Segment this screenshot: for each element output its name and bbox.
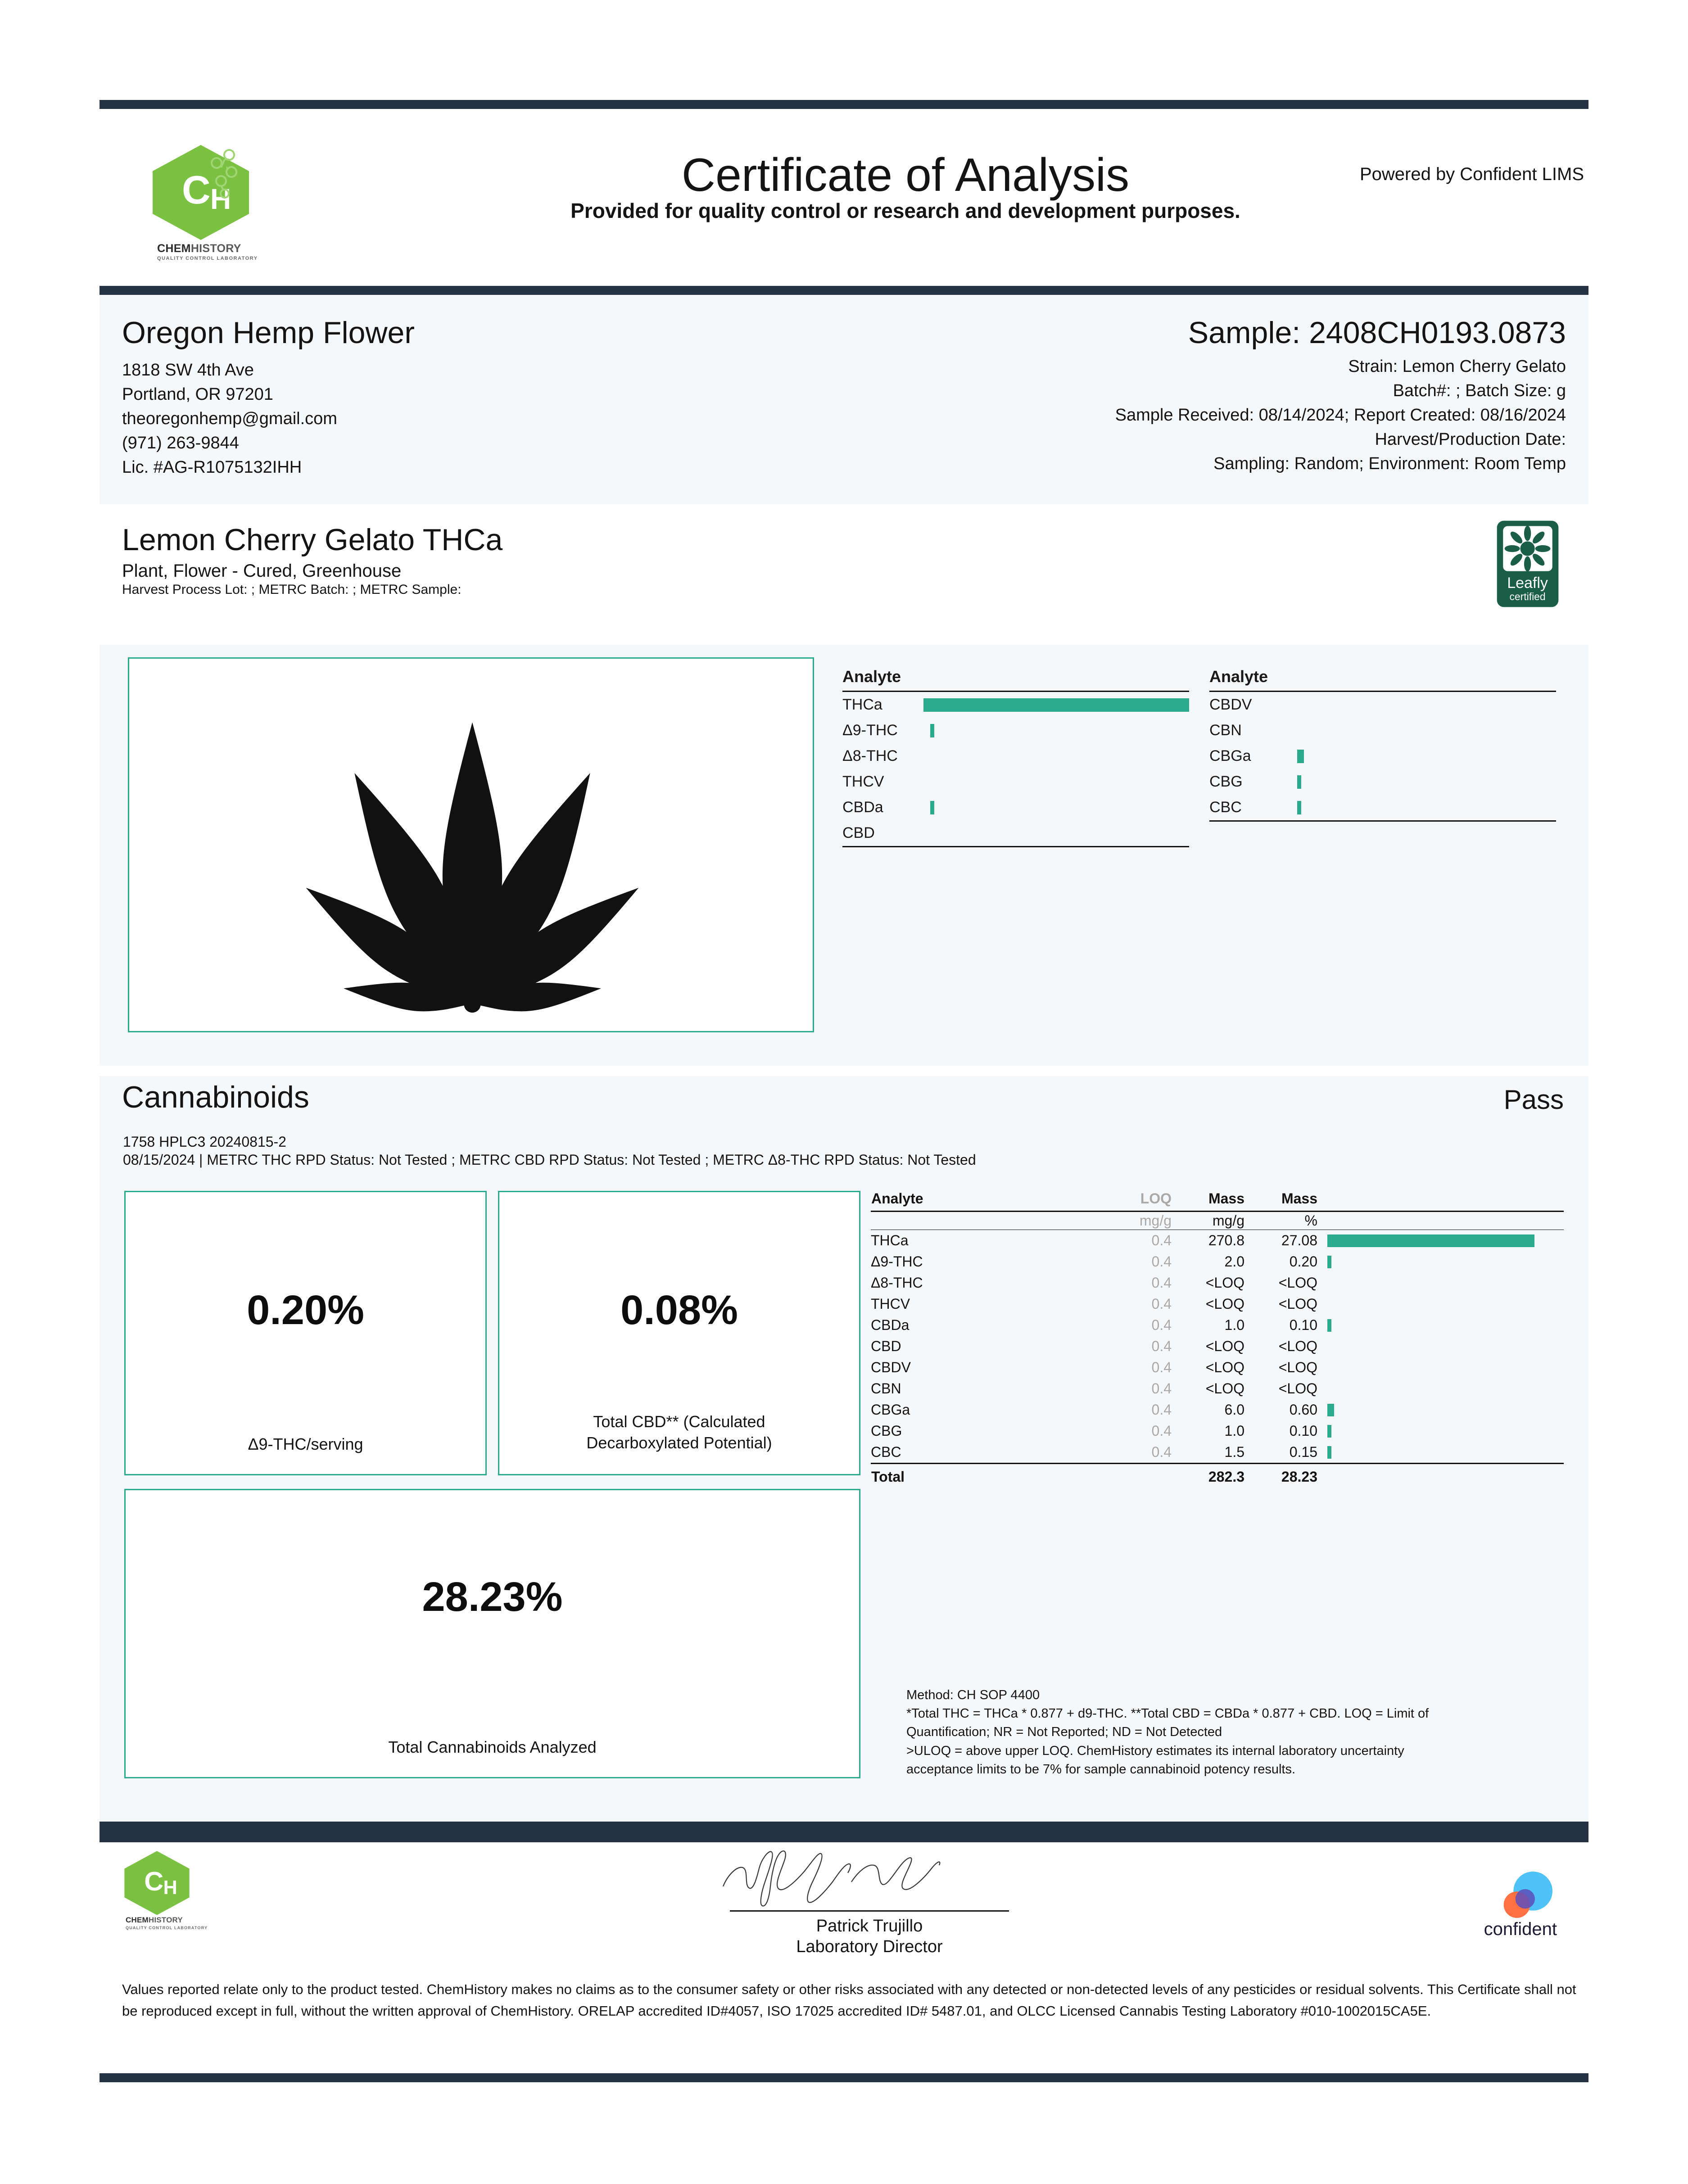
svg-text:H: H: [163, 1877, 177, 1899]
svg-text:certified: certified: [1509, 591, 1545, 602]
svg-text:C: C: [182, 167, 211, 212]
svg-text:C: C: [144, 1866, 163, 1896]
svg-text:Leafly: Leafly: [1507, 574, 1548, 592]
svg-text:H: H: [210, 183, 231, 215]
